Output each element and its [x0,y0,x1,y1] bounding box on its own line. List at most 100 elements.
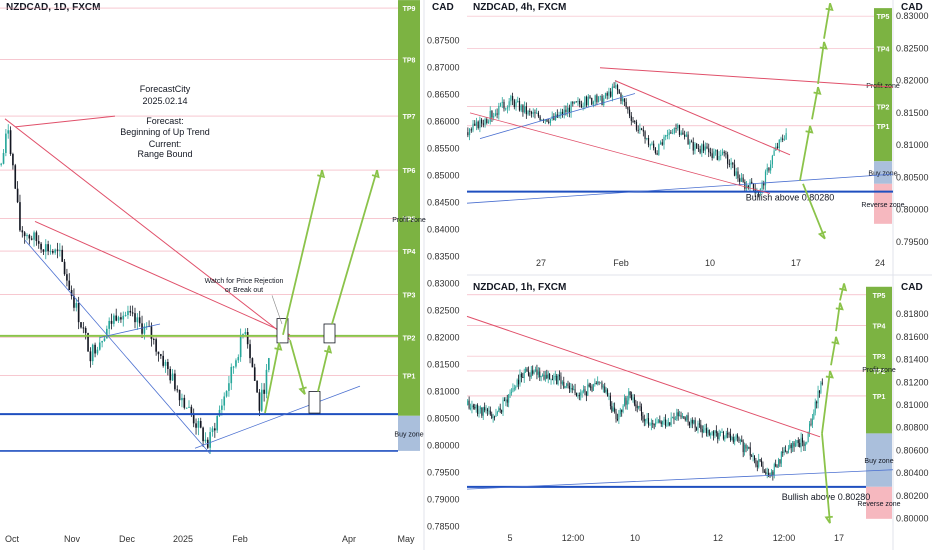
candle-body [491,414,493,418]
daily-chart[interactable]: NZDCAD, 1D, FXCM CAD 0.87500 0.87000 0.86500… [0,0,460,550]
candle-body [668,132,670,135]
candle-body [636,405,638,408]
chart-title: NZDCAD, 1h, FXCM [473,282,566,293]
candle-body [537,112,539,117]
h4-chart[interactable]: NZDCAD, 4h, FXCM CAD0.830000.825000.82000… [466,0,932,550]
buy-zone-bar [398,415,420,451]
candle-body [9,130,12,155]
candle-body [656,153,658,155]
candle-body [584,389,586,393]
candle-body [681,416,683,418]
y-tick-label: 0.80000 [896,205,929,215]
candle-body [265,369,268,394]
candle-body [594,383,596,385]
x-tick-label: Feb [232,534,248,544]
candle-body [628,109,631,116]
candle-body [509,392,511,395]
candle-body [690,141,693,143]
candle-body [601,382,603,388]
candle-body [739,178,741,182]
y-tick-label: 0.85000 [427,171,460,181]
y-axis-currency: CAD [901,2,923,13]
tp-label: TP1 [877,124,890,131]
forecast-arrow-line [821,370,831,434]
candle-body [471,405,473,409]
candle-body [811,418,813,425]
candle-body [725,153,727,155]
candle-body [44,244,47,252]
candle-body [577,100,579,103]
candle-body [477,405,479,415]
candle-body [594,95,596,102]
candle-body [475,405,477,409]
candle-body [730,162,732,165]
candle-body [570,388,572,390]
candle-body [492,416,494,418]
candle-body [713,151,715,158]
tp-label: TP3 [403,292,416,299]
candle-body [687,134,689,145]
candle-body [707,430,709,434]
candle-body [630,115,632,121]
candle-body [647,138,650,145]
candle-body [479,407,481,410]
candle-body [190,406,193,415]
candle-body [670,132,672,134]
x-tick-label: 12:00 [562,533,585,543]
candle-body [501,101,503,104]
candle-body [711,153,713,158]
candle-body [491,110,493,118]
candle-body [547,373,549,379]
candle-body [729,433,731,441]
candle-body [817,390,819,404]
candle-body [690,419,692,426]
forecast-arrow-head [805,125,814,134]
candle-body [523,372,525,378]
candle-body [741,439,743,442]
candle-body [14,165,17,189]
y-tick-label: 0.80000 [896,514,929,524]
trendline-top [14,115,116,128]
candle-body [561,381,563,384]
candle-body [782,138,784,140]
y-tick-label: 0.80800 [896,423,929,433]
candle-body [728,433,730,435]
h1-chart[interactable]: NZDCAD, 1h, FXCM CAD 0.81800 0.81600 0.81400… [466,282,929,543]
forecast-arrow-head [825,2,834,11]
candle-body [489,110,491,122]
candle-body [731,437,733,441]
candle-body [660,422,662,425]
candle-body [120,317,122,320]
candle-body [84,328,87,333]
candle-body [644,131,646,140]
candle-body [616,85,619,91]
candle-body [188,406,190,408]
candle-body [770,471,772,477]
candle-body [685,134,687,137]
candle-body [518,379,520,385]
candle-body [591,386,593,391]
candle-body [671,133,674,135]
candle-body [722,431,724,439]
candle-body [546,374,548,379]
candle-body [496,113,498,115]
candle-body [91,344,94,362]
candle-body [117,317,120,321]
candle-body [761,460,763,467]
candle-body [592,101,595,105]
candle-body [518,100,521,111]
trendline-down [4,118,291,341]
trendline-up [466,469,894,490]
buy-zone-label: Buy zone [868,171,897,178]
candle-body [268,358,270,370]
candle-body [470,129,472,131]
candle-body [515,386,517,389]
candle-body [517,100,519,102]
candle-body [613,86,615,88]
y-tick-label: 0.87000 [427,63,460,73]
candle-body [481,119,483,124]
y-axis-currency: CAD [432,2,454,13]
candle-body [693,420,695,424]
candle-body [682,132,684,135]
